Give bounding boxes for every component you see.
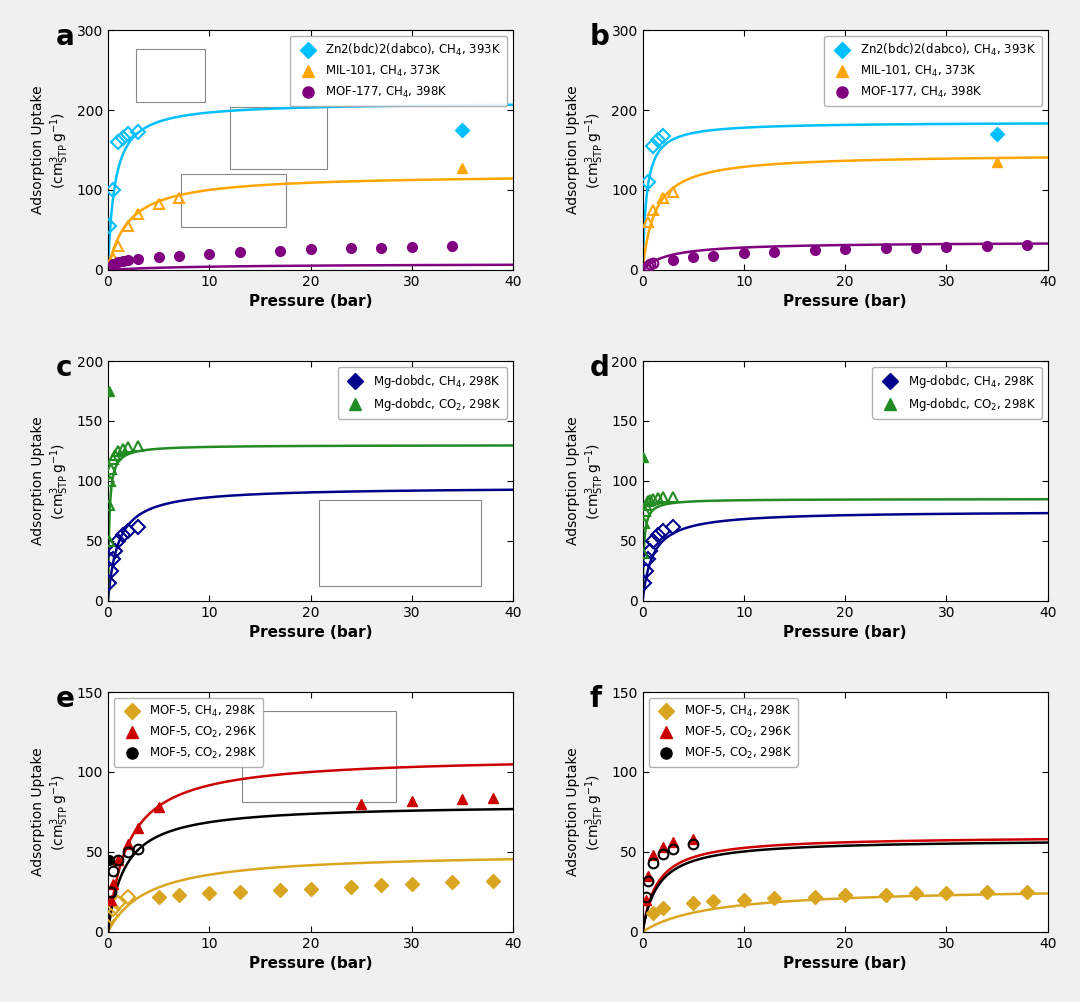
Y-axis label: Adsorption Uptake
($\mathrm{cm^3_{STP}\,g^{-1}}$): Adsorption Uptake ($\mathrm{cm^3_{STP}\,… [31, 747, 71, 877]
Y-axis label: Adsorption Uptake
($\mathrm{cm^3_{STP}\,g^{-1}}$): Adsorption Uptake ($\mathrm{cm^3_{STP}\,… [566, 417, 606, 545]
Text: e: e [55, 684, 75, 712]
Text: f: f [590, 684, 602, 712]
Legend: Zn2(bdc)2(dabco), CH$_4$, 393K, MIL-101, CH$_4$, 373K, MOF-177, CH$_4$, 398K: Zn2(bdc)2(dabco), CH$_4$, 393K, MIL-101,… [289, 36, 508, 106]
Legend: MOF-5, CH$_4$, 298K, MOF-5, CO$_2$, 296K, MOF-5, CO$_2$, 298K: MOF-5, CH$_4$, 298K, MOF-5, CO$_2$, 296K… [648, 698, 798, 767]
Y-axis label: Adsorption Uptake
($\mathrm{cm^3_{STP}\,g^{-1}}$): Adsorption Uptake ($\mathrm{cm^3_{STP}\,… [566, 85, 606, 214]
Bar [319, 500, 481, 586]
Text: d: d [590, 354, 610, 382]
Bar [136, 49, 205, 102]
X-axis label: Pressure (bar): Pressure (bar) [783, 295, 907, 310]
Text: a: a [55, 23, 75, 51]
X-axis label: Pressure (bar): Pressure (bar) [248, 295, 373, 310]
X-axis label: Pressure (bar): Pressure (bar) [248, 956, 373, 971]
Legend: Mg-dobdc, CH$_4$, 298K, Mg-dobdc, CO$_2$, 298K: Mg-dobdc, CH$_4$, 298K, Mg-dobdc, CO$_2$… [873, 367, 1042, 419]
Text: b: b [590, 23, 610, 51]
Bar [229, 107, 327, 169]
Bar [242, 711, 395, 803]
Y-axis label: Adsorption Uptake
($\mathrm{cm^3_{STP}\,g^{-1}}$): Adsorption Uptake ($\mathrm{cm^3_{STP}\,… [31, 85, 71, 214]
Y-axis label: Adsorption Uptake
($\mathrm{cm^3_{STP}\,g^{-1}}$): Adsorption Uptake ($\mathrm{cm^3_{STP}\,… [566, 747, 606, 877]
X-axis label: Pressure (bar): Pressure (bar) [248, 625, 373, 640]
Legend: Zn2(bdc)2(dabco), CH$_4$, 393K, MIL-101, CH$_4$, 373K, MOF-177, CH$_4$, 398K: Zn2(bdc)2(dabco), CH$_4$, 393K, MIL-101,… [824, 36, 1042, 106]
Y-axis label: Adsorption Uptake
($\mathrm{cm^3_{STP}\,g^{-1}}$): Adsorption Uptake ($\mathrm{cm^3_{STP}\,… [31, 417, 71, 545]
Legend: Mg-dobdc, CH$_4$, 298K, Mg-dobdc, CO$_2$, 298K: Mg-dobdc, CH$_4$, 298K, Mg-dobdc, CO$_2$… [338, 367, 508, 419]
Text: c: c [55, 354, 72, 382]
X-axis label: Pressure (bar): Pressure (bar) [783, 956, 907, 971]
Legend: MOF-5, CH$_4$, 298K, MOF-5, CO$_2$, 296K, MOF-5, CO$_2$, 298K: MOF-5, CH$_4$, 298K, MOF-5, CO$_2$, 296K… [113, 698, 264, 767]
X-axis label: Pressure (bar): Pressure (bar) [783, 625, 907, 640]
Bar [180, 174, 286, 226]
